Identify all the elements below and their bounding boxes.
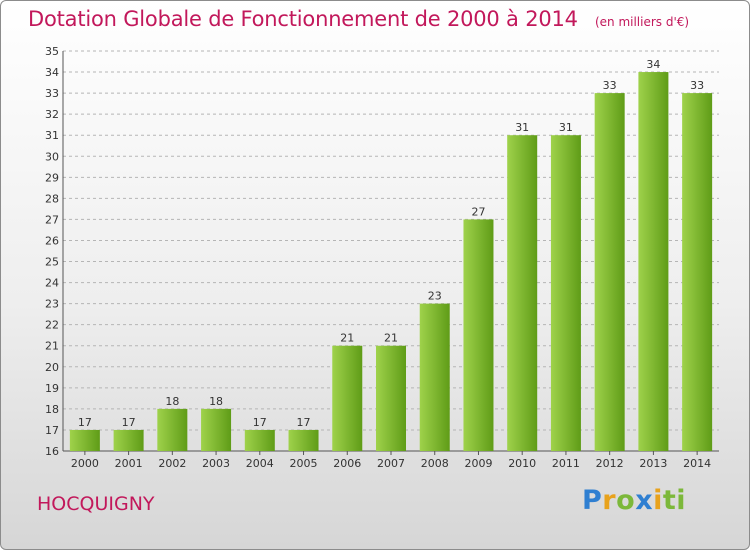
x-tick-label: 2000	[71, 457, 99, 470]
bar-2000	[69, 429, 100, 451]
value-label: 21	[384, 332, 398, 345]
x-tick-label: 2007	[377, 457, 405, 470]
y-tick-label: 28	[45, 192, 59, 205]
value-label: 21	[340, 332, 354, 345]
y-tick-label: 25	[45, 256, 59, 269]
y-tick-label: 16	[45, 445, 59, 458]
bar-2011	[550, 135, 581, 452]
chart-subtitle: (en milliers d'€)	[594, 15, 690, 29]
value-label: 18	[209, 395, 223, 408]
bars-layer	[69, 72, 713, 452]
bar-2009	[463, 219, 494, 451]
x-tick-label: 2003	[202, 457, 230, 470]
y-tick-label: 31	[45, 129, 59, 142]
y-tick-label: 34	[45, 66, 59, 79]
x-tick-label: 2012	[596, 457, 624, 470]
y-tick-label: 22	[45, 319, 59, 332]
y-tick-label: 26	[45, 234, 59, 247]
logo-letter: i	[653, 485, 663, 516]
logo-letter: ti	[662, 485, 687, 516]
y-tick-label: 18	[45, 403, 59, 416]
y-tick-label: 33	[45, 87, 59, 100]
y-tick-label: 29	[45, 171, 59, 184]
value-label: 33	[690, 79, 704, 92]
x-tick-label: 2002	[158, 457, 186, 470]
chart-title: Dotation Globale de Fonctionnement de 20…	[28, 7, 578, 31]
value-label: 23	[428, 290, 442, 303]
value-label: 31	[559, 121, 573, 134]
bar-2001	[113, 429, 144, 451]
bar-2004	[244, 429, 275, 451]
x-tick-label: 2004	[246, 457, 274, 470]
x-tick-label: 2011	[552, 457, 580, 470]
proxiti-logo[interactable]: Proxiti	[582, 485, 686, 516]
logo-letter: x	[635, 485, 654, 516]
value-label: 27	[471, 205, 485, 218]
value-label: 17	[122, 416, 136, 429]
value-label: 17	[297, 416, 311, 429]
bar-2003	[201, 408, 232, 451]
y-tick-label: 32	[45, 108, 59, 121]
value-label: 17	[253, 416, 267, 429]
y-tick-label: 24	[45, 277, 59, 290]
y-tick-label: 19	[45, 382, 59, 395]
value-label: 33	[603, 79, 617, 92]
logo-letter: r	[602, 485, 617, 516]
y-tick-label: 23	[45, 298, 59, 311]
y-tick-label: 20	[45, 361, 59, 374]
x-tick-label: 2005	[290, 457, 318, 470]
y-tick-label: 17	[45, 424, 59, 437]
title-row: Dotation Globale de Fonctionnement de 20…	[28, 7, 689, 31]
y-tick-label: 35	[45, 45, 59, 58]
bar-2008	[419, 303, 450, 451]
bar-2002	[157, 408, 188, 451]
logo-letter: P	[582, 485, 603, 516]
bar-2014	[682, 93, 713, 452]
y-tick-label: 27	[45, 213, 59, 226]
x-tick-label: 2013	[639, 457, 667, 470]
value-label: 17	[78, 416, 92, 429]
x-tick-label: 2008	[421, 457, 449, 470]
y-tick-label: 21	[45, 340, 59, 353]
bar-2006	[332, 345, 363, 451]
logo-letter: o	[616, 485, 636, 516]
x-tick-label: 2001	[115, 457, 143, 470]
x-tick-label: 2006	[333, 457, 361, 470]
bar-2005	[288, 429, 319, 451]
value-label: 18	[165, 395, 179, 408]
commune-name: HOCQUIGNY	[37, 493, 155, 515]
x-tick-label: 2009	[464, 457, 492, 470]
y-tick-label: 30	[45, 150, 59, 163]
bar-2007	[376, 345, 406, 451]
x-tick-label: 2014	[683, 457, 711, 470]
axis-layer: 16 17 18 19 20 21 22 23 24 25 26 27 28 29 30 31 32 33 34 35	[45, 45, 719, 458]
value-label: 31	[515, 121, 529, 134]
bar-2012	[594, 93, 625, 452]
bar-2010	[507, 135, 538, 452]
bar-2013	[638, 72, 669, 451]
value-label: 34	[646, 58, 660, 71]
labels-layer: 17 2000 17 2001 18 2002 18 2003 17 2004 17 2005 21 20…	[71, 58, 711, 470]
x-tick-label: 2010	[508, 457, 536, 470]
